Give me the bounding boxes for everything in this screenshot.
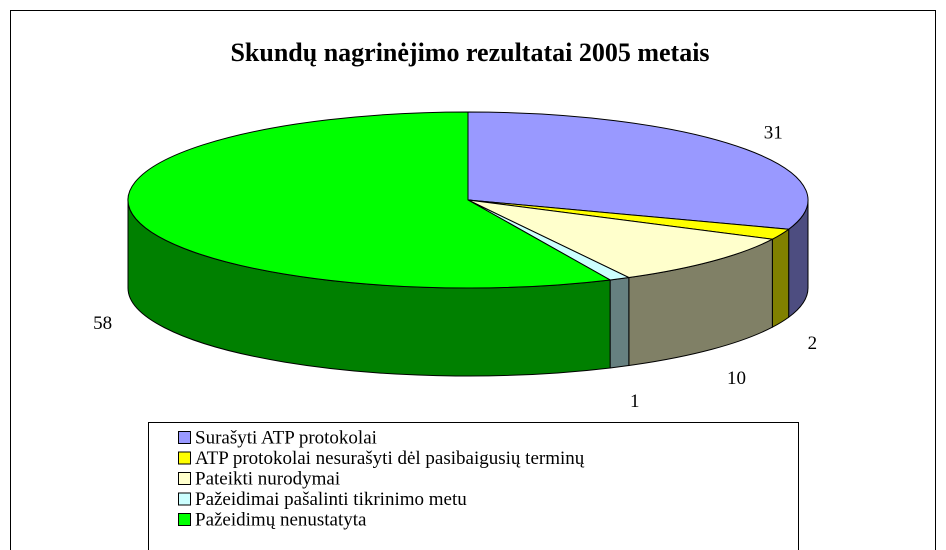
pie-side <box>609 276 630 369</box>
chart-title: Skundų nagrinėjimo rezultatai 2005 metai… <box>230 38 709 67</box>
legend-label: ATP protokolai nesurašyti dėl pasibaigus… <box>195 448 585 469</box>
data-label: 58 <box>93 313 112 334</box>
pie-side <box>771 228 790 329</box>
data-label: 2 <box>808 333 818 354</box>
pie-slice <box>127 111 612 289</box>
pie-slice <box>467 111 809 230</box>
legend-box <box>148 422 799 550</box>
legend-swatch <box>178 431 191 444</box>
pie-slice <box>467 199 775 279</box>
legend-swatch <box>178 513 191 526</box>
legend-swatch <box>178 451 191 465</box>
data-label: 1 <box>630 391 640 412</box>
legend-swatch <box>178 472 191 485</box>
pie-sides <box>127 199 809 377</box>
legend-label: Surašyti ATP protokolai <box>195 427 377 448</box>
legend-label: Pateikti nurodymai <box>195 468 340 489</box>
pie-tops <box>127 111 809 289</box>
data-label: 10 <box>727 368 746 389</box>
data-label: 31 <box>764 122 783 143</box>
legend-label: Pažeidimai pašalinti tikrinimo metu <box>195 489 467 510</box>
pie-labels: 31 2 10 1 58 <box>93 122 817 412</box>
legend-swatch <box>178 492 191 506</box>
legend-label: Pažeidimų nenustatyta <box>195 509 367 530</box>
